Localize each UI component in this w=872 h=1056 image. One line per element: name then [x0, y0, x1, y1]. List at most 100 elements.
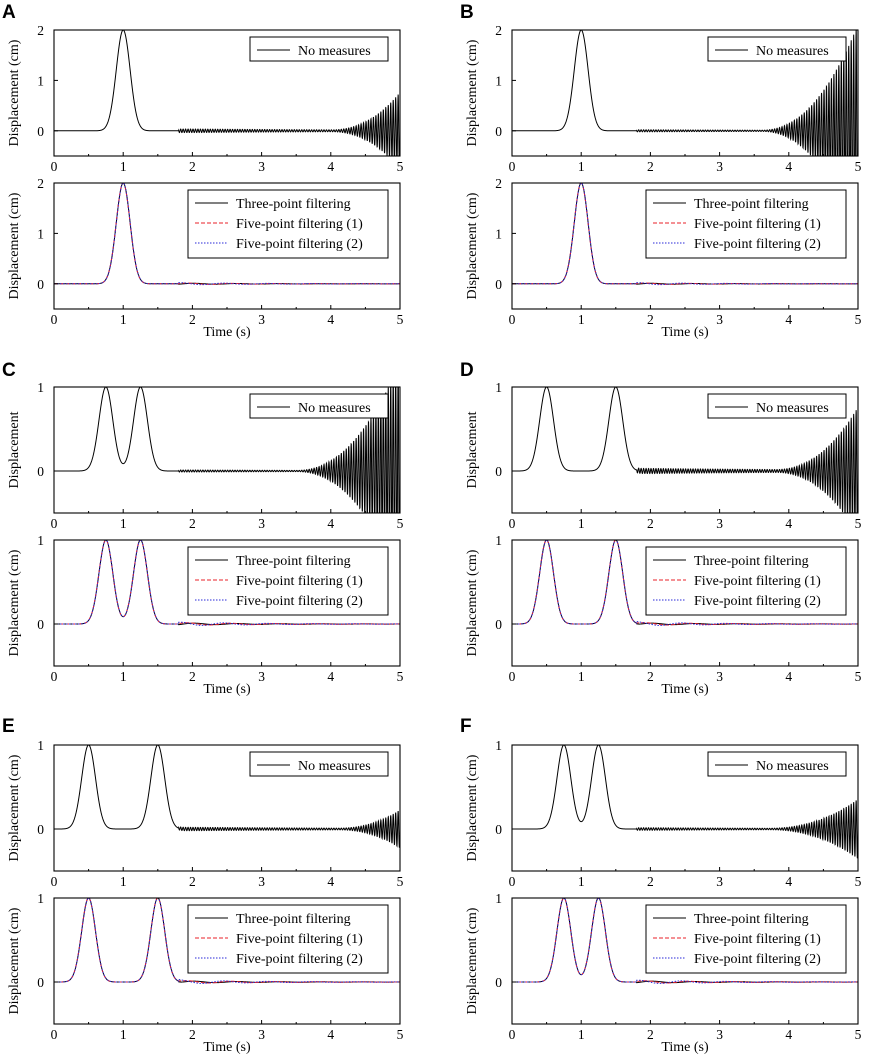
- x-tick-label: 1: [578, 159, 585, 174]
- panel-letter-f: F: [460, 716, 472, 737]
- x-tick-label: 4: [327, 516, 334, 531]
- series-no-measures: [54, 745, 400, 848]
- legend-box: [249, 751, 389, 777]
- x-tick-label: 2: [189, 159, 196, 174]
- legend: Three-point filtering Five-point filterin…: [187, 904, 389, 974]
- x-tick-label: 0: [509, 669, 516, 684]
- legend-label: Five-point filtering (2): [694, 237, 821, 252]
- y-axis-title: Displacement: [465, 411, 480, 488]
- series-no-measures: [512, 387, 858, 513]
- x-tick-label: 5: [855, 516, 862, 531]
- y-tick-label: 1: [495, 891, 502, 906]
- y-tick-label: 2: [495, 176, 502, 191]
- x-tick-label: 1: [120, 874, 127, 889]
- legend-box: [249, 393, 389, 419]
- legend: Three-point filtering Five-point filterin…: [187, 546, 389, 616]
- subplot-e-bottom: 0 1 2 3 4 5 0 1 Displacement (cm) Time (s) Three-p…: [7, 891, 404, 1055]
- plot-lines: [512, 745, 858, 859]
- plot-lines: [512, 540, 858, 626]
- x-tick-label: 3: [716, 516, 723, 531]
- x-tick-label: 0: [509, 874, 516, 889]
- x-tick-label: 3: [716, 159, 723, 174]
- legend-box: [187, 904, 389, 974]
- y-tick-label: 1: [37, 891, 44, 906]
- x-tick-label: 4: [785, 874, 792, 889]
- series-no-measures: [512, 30, 858, 156]
- series-five-point-filtering-2: [54, 540, 400, 626]
- x-tick-label: 5: [397, 1027, 404, 1042]
- y-tick-label: 1: [495, 226, 502, 241]
- legend-label: No measures: [298, 401, 371, 416]
- x-tick-label: 1: [578, 516, 585, 531]
- subplot-b-top: 0 1 2 3 4 5 0 1 2 Displacement (cm) No measures: [465, 23, 862, 174]
- y-tick-label: 2: [37, 23, 44, 38]
- x-tick-label: 1: [578, 874, 585, 889]
- legend-label: Three-point filtering: [236, 554, 351, 569]
- legend-label: Five-point filtering (2): [236, 237, 363, 252]
- x-tick-label: 4: [327, 1027, 334, 1042]
- subplot-b-bottom: 0 1 2 3 4 5 0 1 2 Displacement (cm) Time (s) Three-…: [465, 176, 862, 340]
- panel-letter-b: B: [460, 2, 474, 23]
- panel-letter-c: C: [2, 360, 16, 381]
- y-tick-label: 0: [495, 822, 502, 837]
- y-tick-label: 0: [37, 617, 44, 632]
- y-axis-title: Displacement (cm): [7, 549, 22, 656]
- x-tick-label: 2: [647, 516, 654, 531]
- panel-letter-a: A: [2, 2, 16, 23]
- legend-label: Five-point filtering (1): [236, 932, 363, 947]
- y-tick-label: 2: [495, 23, 502, 38]
- x-tick-label: 5: [397, 312, 404, 327]
- x-tick-label: 2: [189, 874, 196, 889]
- legend-label: Five-point filtering (2): [236, 952, 363, 967]
- legend-label: Five-point filtering (1): [236, 574, 363, 589]
- plot-lines: [512, 387, 858, 513]
- subplot-a-bottom: 0 1 2 3 4 5 0 1 2 Displacement (cm) Time (s) Three-…: [7, 176, 404, 340]
- y-axis-title: Displacement (cm): [465, 549, 480, 656]
- y-tick-label: 2: [37, 176, 44, 191]
- plot-lines: [54, 387, 400, 513]
- x-tick-label: 0: [51, 159, 58, 174]
- y-tick-label: 0: [37, 822, 44, 837]
- y-tick-label: 0: [495, 975, 502, 990]
- x-tick-label: 0: [509, 159, 516, 174]
- subplot-d-bottom: 0 1 2 3 4 5 0 1 Displacement (cm) Time (s) Three-p…: [465, 533, 862, 697]
- x-tick-label: 2: [647, 874, 654, 889]
- legend-box: [187, 189, 389, 259]
- legend-box: [707, 751, 847, 777]
- subplot-f-top: 0 1 2 3 4 5 0 1 Displacement (cm) No measures: [465, 738, 862, 889]
- x-tick-label: 4: [327, 669, 334, 684]
- legend-label: Five-point filtering (1): [694, 217, 821, 232]
- legend-label: Three-point filtering: [236, 912, 351, 927]
- x-tick-label: 3: [258, 1027, 265, 1042]
- legend-label: No measures: [756, 44, 829, 59]
- y-axis-title: Displacement (cm): [7, 754, 22, 861]
- series-five-point-filtering-2: [512, 898, 858, 984]
- y-tick-label: 0: [495, 617, 502, 632]
- subplot-c-top: 0 1 2 3 4 5 0 1 Displacement No measures: [7, 380, 404, 531]
- legend-box: [645, 546, 847, 616]
- y-tick-label: 1: [495, 533, 502, 548]
- x-tick-label: 2: [189, 1027, 196, 1042]
- x-tick-label: 3: [716, 874, 723, 889]
- subplot-c-bottom: 0 1 2 3 4 5 0 1 Displacement (cm) Time (s) Three-p…: [7, 533, 404, 697]
- x-tick-label: 2: [647, 312, 654, 327]
- legend-box: [707, 393, 847, 419]
- y-tick-label: 1: [495, 738, 502, 753]
- subplot-e-top: 0 1 2 3 4 5 0 1 Displacement (cm) No measures: [7, 738, 404, 889]
- x-tick-label: 2: [189, 312, 196, 327]
- legend: Three-point filtering Five-point filterin…: [645, 189, 847, 259]
- x-tick-label: 5: [397, 669, 404, 684]
- series-no-measures: [512, 745, 858, 859]
- y-tick-label: 0: [37, 124, 44, 139]
- plot-lines: [512, 30, 858, 156]
- series-five-point-filtering-2: [54, 183, 400, 286]
- legend-label: No measures: [756, 759, 829, 774]
- x-tick-label: 5: [855, 669, 862, 684]
- x-tick-label: 3: [258, 312, 265, 327]
- x-tick-label: 0: [51, 1027, 58, 1042]
- x-tick-label: 3: [716, 312, 723, 327]
- series-no-measures: [54, 30, 400, 156]
- subplot-f-bottom: 0 1 2 3 4 5 0 1 Displacement (cm) Time (s) Three-p…: [465, 891, 862, 1055]
- x-tick-label: 5: [855, 159, 862, 174]
- x-tick-label: 3: [258, 516, 265, 531]
